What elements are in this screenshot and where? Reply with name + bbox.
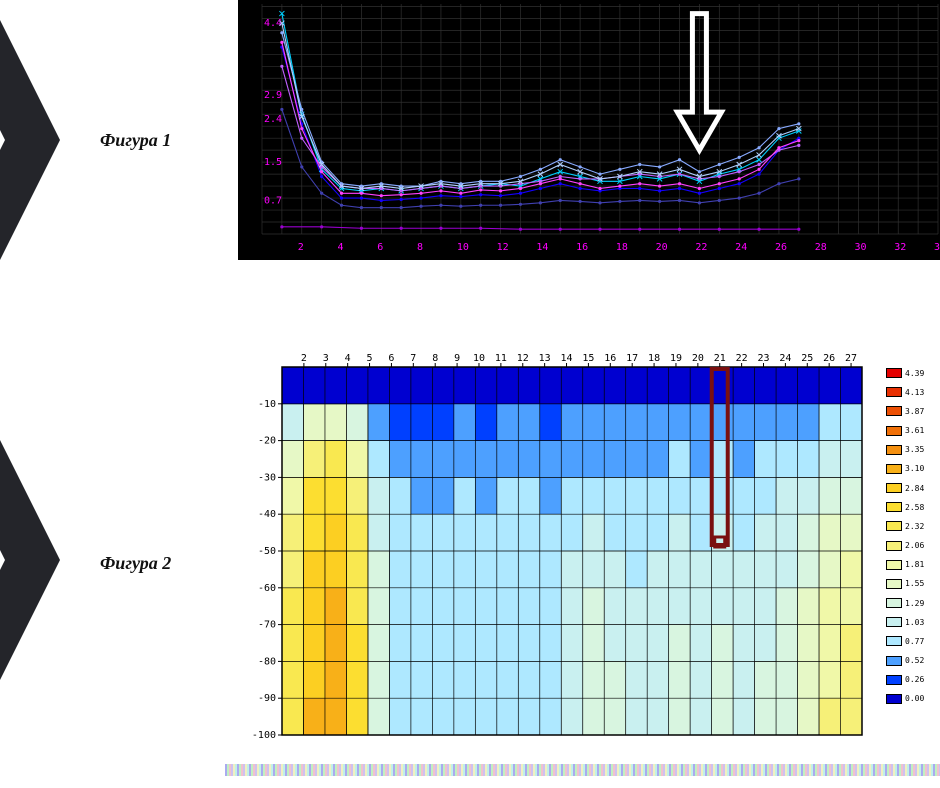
svg-text:4: 4 (345, 353, 351, 364)
figure2-label: Фигура 2 (100, 553, 171, 574)
svg-text:7: 7 (410, 353, 416, 364)
svg-text:21: 21 (714, 353, 726, 364)
svg-text:0.7: 0.7 (264, 195, 282, 206)
svg-text:-90: -90 (258, 693, 276, 704)
svg-text:24: 24 (735, 242, 747, 253)
svg-text:13: 13 (539, 353, 551, 364)
svg-text:10: 10 (457, 242, 469, 253)
svg-text:12: 12 (517, 353, 529, 364)
svg-text:25: 25 (801, 353, 813, 364)
svg-text:27: 27 (845, 353, 857, 364)
svg-text:24: 24 (779, 353, 791, 364)
svg-text:-40: -40 (258, 509, 276, 520)
svg-text:8: 8 (432, 353, 438, 364)
svg-text:28: 28 (815, 242, 827, 253)
svg-text:19: 19 (670, 353, 682, 364)
svg-text:5: 5 (367, 353, 373, 364)
svg-text:20: 20 (656, 242, 668, 253)
figure1-label: Фигура 1 (100, 130, 171, 151)
svg-text:-60: -60 (258, 583, 276, 594)
svg-text:30: 30 (854, 242, 866, 253)
svg-text:10: 10 (473, 353, 485, 364)
svg-text:6: 6 (377, 242, 383, 253)
svg-text:3: 3 (323, 353, 329, 364)
svg-text:-30: -30 (258, 472, 276, 483)
svg-text:26: 26 (823, 353, 835, 364)
svg-text:1.5: 1.5 (264, 157, 282, 168)
svg-text:23: 23 (757, 353, 769, 364)
svg-text:17: 17 (626, 353, 638, 364)
svg-text:12: 12 (497, 242, 509, 253)
svg-text:4: 4 (338, 242, 344, 253)
svg-text:34: 34 (934, 242, 940, 253)
svg-text:-50: -50 (258, 546, 276, 557)
svg-text:18: 18 (648, 353, 660, 364)
figure2-chart: 2345678910111213141516171819202122232425… (238, 345, 868, 745)
svg-text:14: 14 (561, 353, 573, 364)
svg-text:14: 14 (536, 242, 548, 253)
svg-text:32: 32 (894, 242, 906, 253)
svg-text:2.4: 2.4 (264, 114, 282, 125)
figure1-chart: 0.71.52.42.94.42468101214161820222426283… (238, 0, 940, 260)
section-divider (225, 764, 940, 776)
svg-text:4.4: 4.4 (264, 18, 282, 29)
svg-text:-100: -100 (252, 730, 276, 741)
svg-text:2.9: 2.9 (264, 90, 282, 101)
svg-text:6: 6 (388, 353, 394, 364)
svg-text:2: 2 (301, 353, 307, 364)
svg-text:8: 8 (417, 242, 423, 253)
svg-text:-70: -70 (258, 620, 276, 631)
svg-text:16: 16 (576, 242, 588, 253)
svg-text:2: 2 (298, 242, 304, 253)
svg-text:-80: -80 (258, 656, 276, 667)
svg-text:22: 22 (695, 242, 707, 253)
svg-text:-10: -10 (258, 399, 276, 410)
figure2-legend: 4.394.133.873.613.353.102.842.582.322.06… (886, 368, 940, 713)
svg-text:26: 26 (775, 242, 787, 253)
svg-text:18: 18 (616, 242, 628, 253)
svg-text:20: 20 (692, 353, 704, 364)
svg-text:9: 9 (454, 353, 460, 364)
svg-text:15: 15 (582, 353, 594, 364)
svg-text:16: 16 (604, 353, 616, 364)
svg-text:-20: -20 (258, 436, 276, 447)
svg-text:11: 11 (495, 353, 507, 364)
svg-text:22: 22 (736, 353, 748, 364)
